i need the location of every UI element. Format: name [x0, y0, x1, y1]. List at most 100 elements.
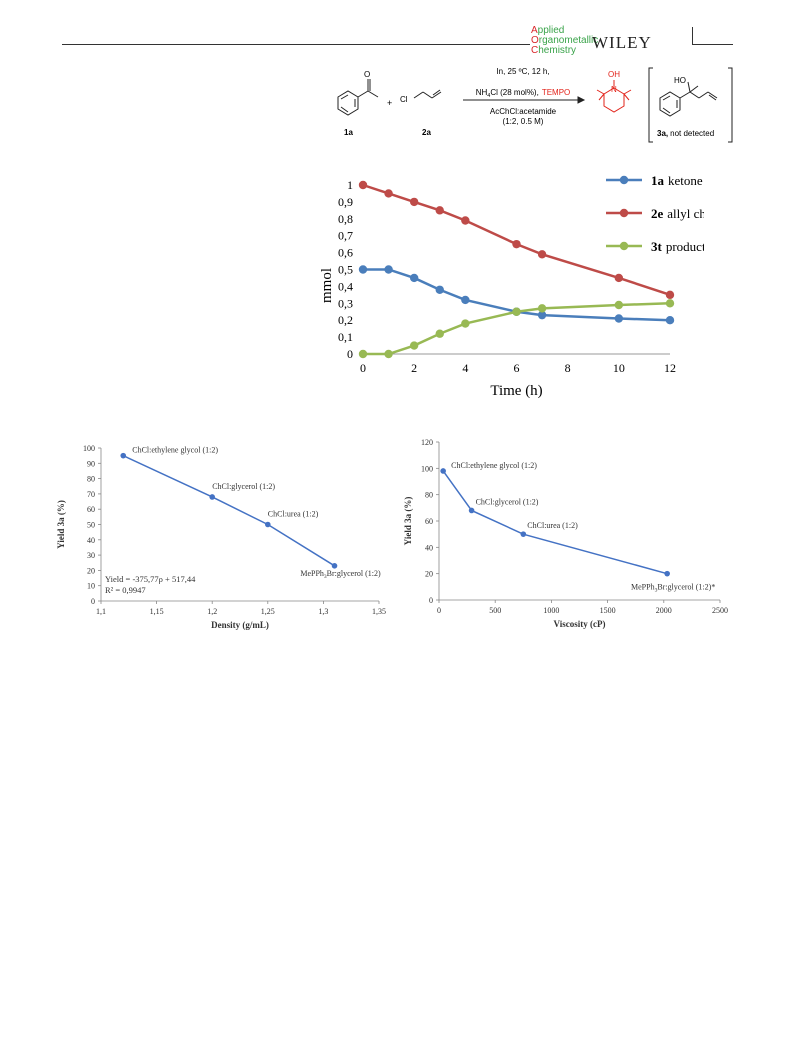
- x-tick-label: 12: [664, 361, 676, 375]
- x-tick-label: 1500: [600, 606, 616, 615]
- y-tick-label: 30: [87, 551, 95, 560]
- data-point: [665, 290, 675, 300]
- y-tick-label: 0,4: [338, 279, 353, 293]
- data-point: [409, 197, 419, 207]
- x-tick-label: 1,15: [150, 607, 164, 616]
- label-1a: 1a: [344, 128, 353, 137]
- data-point: [409, 273, 419, 283]
- series-line: [362, 183, 671, 297]
- data-point: [409, 341, 419, 350]
- x-axis-title: Viscosity (cP): [554, 619, 606, 629]
- data-point: [440, 468, 446, 474]
- data-point: [384, 349, 393, 359]
- x-tick-label: 1,1: [96, 607, 106, 616]
- y-tick-label: 20: [425, 570, 433, 579]
- x-tick-label: 8: [565, 361, 571, 375]
- x-tick-label: 1,25: [261, 607, 275, 616]
- data-point: [461, 295, 470, 305]
- data-point: [358, 265, 368, 274]
- data-point: [331, 563, 338, 569]
- x-tick-label: 1000: [543, 606, 559, 615]
- data-label: ChCl:urea (1:2): [527, 521, 578, 530]
- page-header: Applied Organometallic Chemistry WILEY: [0, 0, 793, 60]
- data-point: [665, 299, 675, 308]
- x-tick-label: 4: [462, 361, 468, 375]
- data-point: [435, 285, 444, 294]
- legend-marker: [619, 241, 629, 251]
- benzene-ring-3a: [659, 91, 681, 117]
- condition-line-2: NH4Cl (28 mol%), TEMPO: [476, 88, 571, 99]
- journal-line-2-rest: rganometallic: [538, 35, 599, 46]
- y-tick-label: 1: [347, 178, 353, 192]
- header-rule-right: [693, 44, 733, 45]
- y-tick-label: 10: [87, 582, 95, 591]
- y-axis-title: mmol: [319, 268, 335, 303]
- x-tick-label: 1,35: [372, 607, 386, 616]
- y-tick-label: 70: [87, 490, 95, 499]
- journal-line-2: Organometallic: [531, 35, 599, 46]
- series-line: [122, 454, 335, 567]
- x-tick-label: 1,2: [207, 607, 217, 616]
- journal-line-1-rest: pplied: [537, 25, 565, 36]
- y-tick-label: 50: [87, 521, 95, 530]
- x-tick-label: 1,3: [318, 607, 328, 616]
- x-tick-label: 6: [514, 361, 520, 375]
- density-yield-chart: 0 10 20 30 40 50 60 70 80 90 100 1,1 1,15 1,2 1,25 1,3 1…: [56, 444, 386, 630]
- journal-line-1: Applied: [531, 25, 565, 36]
- legend-label: 1a ketone: [651, 173, 703, 188]
- x-tick-label: 10: [613, 361, 625, 375]
- x-tick-label: 2000: [656, 606, 672, 615]
- y-tick-label: 0,7: [338, 229, 353, 243]
- y-tick-label: 100: [421, 464, 433, 473]
- data-point: [665, 316, 675, 325]
- data-point: [358, 349, 368, 359]
- journal-logo: Applied Organometallic Chemistry: [531, 26, 598, 56]
- y-tick-label: 0: [347, 347, 353, 361]
- y-tick-label: 80: [87, 475, 95, 484]
- legend-label: 3t product: [651, 239, 704, 254]
- y-tick-label: 0,5: [338, 263, 353, 277]
- y-tick-label: 0: [429, 596, 433, 605]
- data-label: ChCl:ethylene glycol (1:2): [132, 446, 218, 455]
- label-2a: 2a: [422, 128, 431, 137]
- data-point: [537, 304, 547, 313]
- x-tick-label: 2500: [712, 606, 728, 615]
- data-point: [265, 521, 271, 528]
- y-tick-label: 40: [425, 543, 433, 552]
- data-point: [468, 507, 475, 514]
- y-tick-label: 60: [425, 517, 433, 526]
- kinetics-line-chart: 00,10,20,30,40,50,60,70,80,910 2 4 6 8 10 12Ti…: [319, 173, 704, 399]
- data-point: [461, 319, 470, 328]
- data-point: [614, 273, 624, 283]
- y-tick-label: 0,1: [338, 330, 353, 344]
- condition-line-1: In, 25 ºC, 12 h,: [496, 67, 549, 76]
- bracket-right: [728, 67, 733, 143]
- data-point: [614, 314, 624, 323]
- data-point: [384, 265, 393, 274]
- y-axis-title: Yield 3a (%): [403, 497, 413, 546]
- y-tick-label: 120: [421, 438, 433, 447]
- y-tick-label: 80: [425, 491, 433, 500]
- label-3a: 3a, not detected: [657, 129, 714, 138]
- data-label: ChCl:ethylene glycol (1:2): [451, 461, 537, 470]
- data-label: ChCl:urea (1:2): [268, 510, 319, 519]
- data-point: [209, 494, 215, 500]
- plus-sign: +: [387, 98, 392, 108]
- data-point: [435, 206, 444, 215]
- data-label: ChCl:glycerol (1:2): [212, 482, 275, 491]
- y-tick-label: 0,6: [338, 246, 353, 260]
- bracket-left: [648, 67, 653, 143]
- y-tick-label: 0,9: [338, 195, 353, 209]
- condition-line-4: (1:2, 0.5 M): [503, 117, 544, 126]
- data-label: MePPh3Br:glycerol (1:2): [300, 569, 381, 580]
- data-label: ChCl:glycerol (1:2): [476, 497, 539, 506]
- data-point: [512, 307, 521, 316]
- data-point: [358, 180, 368, 190]
- data-point: [435, 329, 444, 338]
- y-tick-label: 0,2: [338, 313, 353, 327]
- header-rule: [62, 44, 530, 45]
- data-point: [537, 250, 547, 259]
- condition-line-3: AcChCl:acetamide: [490, 107, 557, 116]
- y-tick-label: 100: [83, 444, 95, 453]
